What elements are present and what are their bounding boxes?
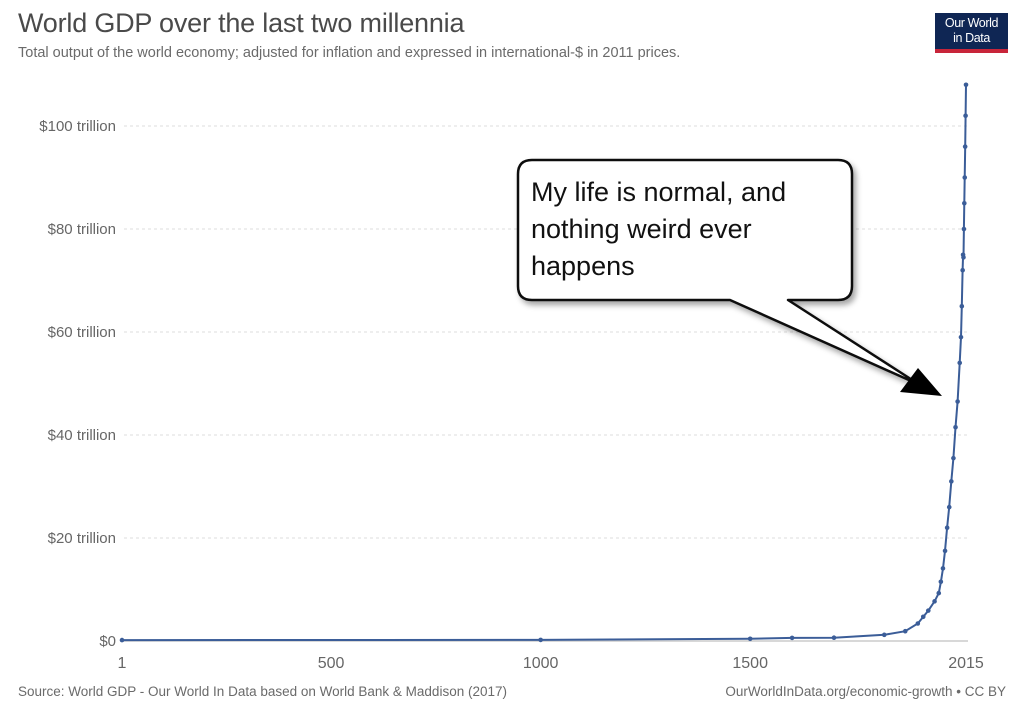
bubble-line-3: happens [531,251,635,281]
logo-line-2: in Data [953,31,990,45]
data-point[interactable] [960,267,965,273]
y-tick-label: $0 [99,633,116,650]
data-point[interactable] [920,614,926,620]
data-point[interactable] [925,608,931,613]
x-tick-label: 1000 [523,655,559,672]
speech-bubble-text: My life is normal, and nothing weird eve… [531,174,861,285]
data-point[interactable] [962,144,968,149]
data-point[interactable] [961,255,966,260]
y-tick-label: $60 trillion [48,324,116,341]
data-point[interactable] [789,635,795,641]
data-point[interactable] [944,525,950,530]
data-point[interactable] [951,455,956,461]
y-tick-label: $40 trillion [48,427,116,444]
y-axis-ticks: $0 $20 trillion $40 trillion $60 trillion $8… [39,118,116,650]
data-point[interactable] [538,637,543,643]
data-point[interactable] [963,82,969,88]
bubble-line-1: My life is normal, and [531,177,787,207]
data-point[interactable] [938,579,944,585]
data-point[interactable] [961,226,967,232]
data-point[interactable] [949,479,954,484]
data-point[interactable] [119,637,125,643]
data-point[interactable] [831,635,837,641]
source-link[interactable]: OurWorldInData.org/economic-growth • CC … [725,684,1006,699]
data-point[interactable] [936,590,942,596]
data-point[interactable] [942,548,948,554]
y-tick-label: $100 trillion [39,118,116,135]
arrow-head-icon [900,368,942,396]
x-tick-label: 2015 [948,655,984,672]
data-point[interactable] [962,200,967,206]
source-note: Source: World GDP - Our World In Data ba… [18,684,507,699]
y-tick-label: $20 trillion [48,530,116,547]
data-point[interactable] [932,599,937,604]
data-point[interactable] [915,621,921,626]
owid-logo[interactable]: Our World in Data [935,13,1008,53]
data-point[interactable] [957,360,963,366]
data-point[interactable] [940,566,946,571]
data-point[interactable] [963,113,968,118]
x-tick-label: 1 [118,655,127,672]
bubble-line-2: nothing weird ever [531,214,752,244]
data-point[interactable] [881,632,887,638]
chart-title: World GDP over the last two millennia [18,8,465,38]
data-point[interactable] [747,636,753,642]
gdp-series-markers [119,82,969,643]
data-point[interactable] [955,399,960,404]
data-point[interactable] [946,504,952,510]
data-point[interactable] [959,303,965,309]
data-point[interactable] [953,424,958,430]
logo-line-1: Our World [944,16,999,30]
data-point[interactable] [902,628,908,634]
x-tick-label: 1500 [732,655,768,672]
data-point[interactable] [962,175,968,180]
x-axis-ticks: 1 500 1000 1500 2015 [118,655,984,672]
y-tick-label: $80 trillion [48,221,116,238]
x-tick-label: 500 [318,655,345,672]
speech-bubble [516,158,942,396]
data-point[interactable] [958,334,964,340]
chart-subtitle: Total output of the world economy; adjus… [18,45,681,61]
